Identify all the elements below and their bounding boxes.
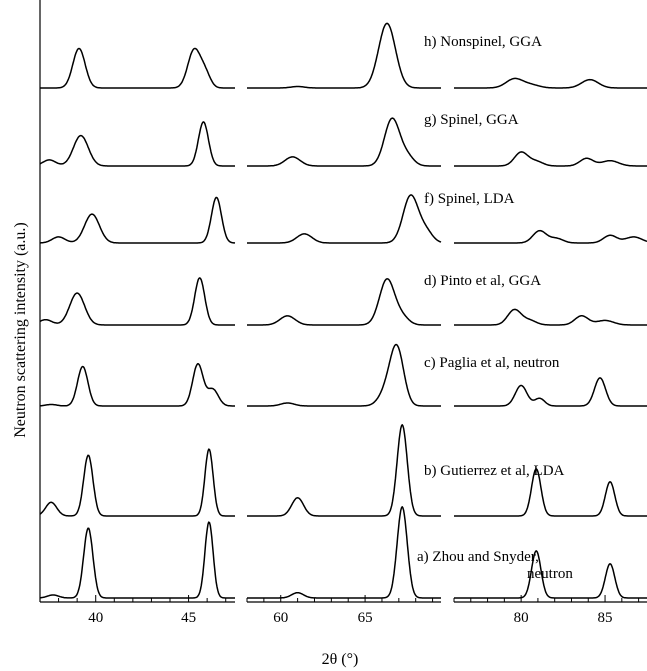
x-tick-label: 45: [181, 610, 196, 626]
series-label: c) Paglia et al, neutron: [424, 355, 560, 371]
chart-axes: 40 45 60 65 80 85: [39, 0, 647, 626]
trace-segment: [453, 468, 647, 517]
series-trace: [40, 22, 647, 89]
series-label: b) Gutierrez et al, LDA: [424, 463, 565, 479]
series-label: h) Nonspinel, GGA: [424, 34, 542, 50]
series-trace: [39, 343, 647, 407]
trace-segment: [39, 277, 235, 326]
trace-segment: [40, 196, 236, 244]
trace-segment: [246, 194, 442, 244]
chart-series-labels: h) Nonspinel, GGA g) Spinel, GGA f) Spinel…: [417, 34, 573, 582]
trace-segment: [246, 343, 442, 407]
x-tick-label: 60: [273, 610, 288, 626]
series-trace: [39, 277, 647, 326]
trace-segment: [246, 278, 442, 326]
series-trace: [39, 117, 647, 167]
trace-segment: [39, 448, 235, 517]
x-tick-label: 40: [88, 610, 103, 626]
series-label: a) Zhou and Snyder, neutron: [417, 549, 573, 582]
trace-segment: [39, 362, 235, 407]
trace-segment: [246, 506, 442, 599]
trace-segment: [39, 521, 235, 599]
series-label: g) Spinel, GGA: [424, 112, 519, 128]
x-tick-label: 80: [514, 610, 529, 626]
series-trace: [39, 506, 647, 599]
series-label: f) Spinel, LDA: [424, 191, 515, 207]
trace-segment: [39, 121, 235, 167]
trace-segment: [246, 424, 442, 517]
y-axis-title: Neutron scattering intensity (a.u.): [12, 222, 29, 438]
series-trace: [40, 194, 647, 244]
trace-segment: [453, 151, 647, 167]
x-tick-label: 65: [358, 610, 373, 626]
chart-traces: [39, 22, 647, 599]
series-trace: [39, 424, 647, 517]
trace-segment: [453, 229, 647, 244]
x-axis-title: 2θ (°): [322, 651, 359, 668]
trace-segment: [246, 117, 442, 167]
trace-segment: [453, 77, 647, 89]
trace-segment: [453, 550, 647, 599]
series-label: d) Pinto et al, GGA: [424, 273, 541, 289]
trace-segment: [246, 22, 442, 89]
trace-segment: [453, 308, 647, 326]
trace-segment: [40, 47, 235, 89]
trace-segment: [453, 377, 647, 407]
x-tick-label: 85: [598, 610, 613, 626]
